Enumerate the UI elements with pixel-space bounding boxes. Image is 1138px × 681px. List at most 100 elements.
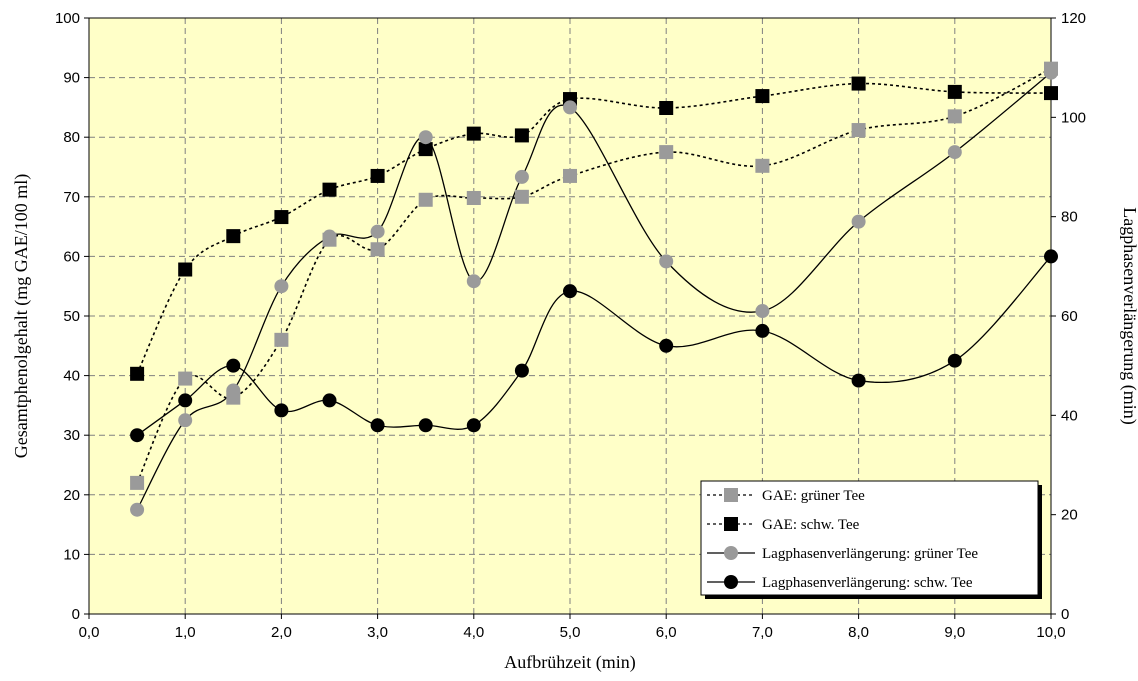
series-line-3 bbox=[136, 72, 1052, 511]
legend-item: Lagphasenverlängerung: grüner Tee bbox=[707, 546, 978, 562]
data-point bbox=[1044, 249, 1058, 264]
data-point bbox=[466, 418, 481, 433]
legend-items: GAE: grüner Tee GAE: schw. Tee Lagphasenve… bbox=[707, 488, 978, 591]
data-point bbox=[659, 145, 674, 160]
data-point bbox=[418, 130, 433, 145]
legend-label: GAE: grüner Tee bbox=[762, 488, 865, 504]
data-point bbox=[851, 123, 866, 138]
data-point bbox=[563, 284, 577, 299]
legend-marker bbox=[724, 517, 738, 531]
data-point bbox=[1044, 86, 1058, 101]
y2-axis-title: Lagphasenverlängerung (min) bbox=[1119, 207, 1138, 424]
data-point bbox=[130, 428, 145, 443]
y2-tick-label: 100 bbox=[1061, 109, 1086, 126]
y-tick-label: 50 bbox=[63, 308, 80, 325]
data-point bbox=[178, 393, 193, 408]
data-point bbox=[274, 210, 289, 225]
data-point bbox=[274, 279, 289, 294]
data-point bbox=[851, 214, 866, 229]
x-tick-label: 1,0 bbox=[175, 624, 196, 641]
data-point bbox=[755, 304, 770, 319]
data-point bbox=[755, 89, 770, 104]
data-point bbox=[466, 126, 481, 141]
legend-marker bbox=[724, 546, 738, 560]
data-point bbox=[851, 76, 866, 91]
data-point bbox=[659, 254, 674, 269]
data-point bbox=[514, 169, 529, 184]
data-point bbox=[466, 190, 481, 205]
x-tick-label: 0,0 bbox=[79, 624, 100, 641]
data-point bbox=[1044, 65, 1058, 80]
legend-marker bbox=[724, 488, 738, 502]
x-tick-label: 9,0 bbox=[944, 624, 965, 641]
data-point bbox=[226, 229, 241, 244]
axes: 0,0 1,0 2,0 3,0 4,0 5,0 6,0 7,0 8,0 9,0 10,0010203… bbox=[55, 10, 1086, 641]
series-markers-3 bbox=[130, 65, 1058, 517]
y-tick-label: 100 bbox=[55, 10, 80, 27]
data-point bbox=[514, 128, 529, 143]
data-point bbox=[178, 371, 193, 386]
data-point bbox=[370, 224, 385, 239]
y2-tick-label: 80 bbox=[1061, 209, 1078, 226]
data-point bbox=[322, 393, 337, 408]
data-point bbox=[130, 366, 145, 381]
y-tick-label: 40 bbox=[63, 368, 80, 385]
data-point bbox=[563, 100, 577, 115]
legend-item: Lagphasenverlängerung: schw. Tee bbox=[707, 575, 973, 591]
y-tick-label: 70 bbox=[63, 189, 80, 206]
data-point bbox=[418, 142, 433, 157]
data-point bbox=[947, 109, 962, 124]
y-tick-label: 10 bbox=[63, 546, 80, 563]
legend-item: GAE: schw. Tee bbox=[707, 517, 860, 533]
data-point bbox=[274, 332, 289, 347]
data-point bbox=[755, 323, 770, 338]
data-point bbox=[274, 403, 289, 418]
data-point bbox=[851, 373, 866, 388]
legend-label: Lagphasenverlängerung: grüner Tee bbox=[762, 546, 978, 562]
data-point bbox=[947, 145, 962, 160]
data-point bbox=[226, 358, 241, 373]
data-point bbox=[563, 168, 577, 183]
y-tick-label: 80 bbox=[63, 129, 80, 146]
x-tick-label: 3,0 bbox=[367, 624, 388, 641]
legend-item: GAE: grüner Tee bbox=[707, 488, 865, 504]
data-point bbox=[514, 189, 529, 204]
y-tick-label: 60 bbox=[63, 248, 80, 265]
y-tick-label: 30 bbox=[63, 427, 80, 444]
data-point bbox=[370, 242, 385, 257]
data-point bbox=[659, 338, 674, 353]
data-point bbox=[418, 418, 433, 433]
x-tick-label: 8,0 bbox=[848, 624, 869, 641]
data-point bbox=[659, 100, 674, 115]
data-point bbox=[418, 192, 433, 207]
y2-tick-label: 40 bbox=[1061, 407, 1078, 424]
x-tick-label: 4,0 bbox=[463, 624, 484, 641]
series-layer bbox=[130, 61, 1058, 517]
y-axis-title: Gesamtphenolgehalt (mg GAE/100 ml) bbox=[11, 174, 32, 458]
x-axis-title: Aufbrühzeit (min) bbox=[504, 652, 635, 673]
legend-marker bbox=[724, 575, 738, 589]
y2-tick-label: 0 bbox=[1061, 606, 1069, 623]
y2-tick-label: 120 bbox=[1061, 10, 1086, 27]
legend-label: GAE: schw. Tee bbox=[762, 517, 860, 533]
x-tick-label: 2,0 bbox=[271, 624, 292, 641]
legend: GAE: grüner Tee GAE: schw. Tee Lagphasenve… bbox=[700, 480, 1042, 599]
data-point bbox=[130, 502, 145, 517]
data-point bbox=[755, 158, 770, 173]
data-point bbox=[226, 383, 241, 398]
data-point bbox=[178, 413, 193, 428]
x-tick-label: 6,0 bbox=[656, 624, 677, 641]
data-point bbox=[322, 182, 337, 197]
data-point bbox=[370, 168, 385, 183]
data-point bbox=[514, 363, 529, 378]
y-tick-label: 90 bbox=[63, 70, 80, 87]
y-tick-label: 0 bbox=[72, 606, 80, 623]
x-tick-label: 5,0 bbox=[560, 624, 581, 641]
y2-tick-label: 60 bbox=[1061, 308, 1078, 325]
y2-tick-label: 20 bbox=[1061, 507, 1078, 524]
data-point bbox=[322, 229, 337, 244]
data-point bbox=[178, 262, 193, 277]
data-point bbox=[947, 353, 962, 368]
data-point bbox=[466, 274, 481, 289]
